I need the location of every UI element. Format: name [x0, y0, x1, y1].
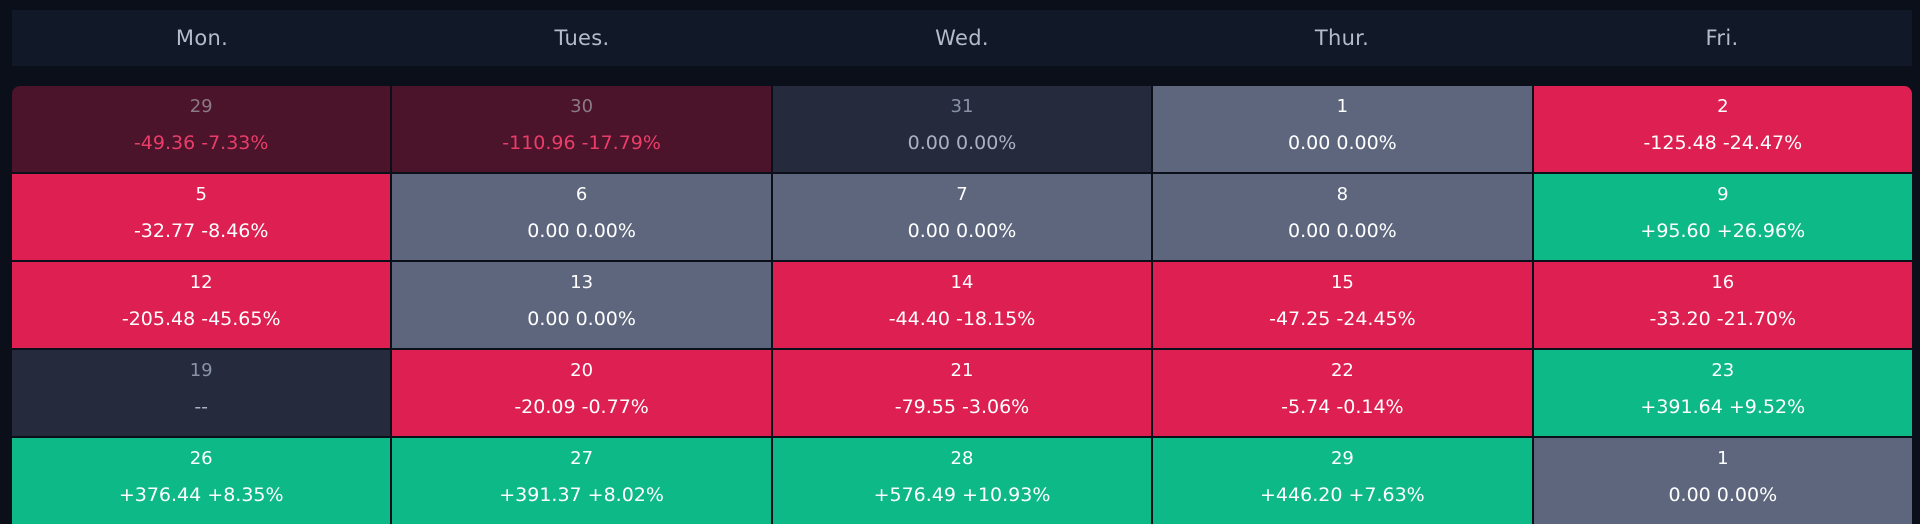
daily-pnl-value: -5.74 -0.14%: [1281, 396, 1404, 418]
daily-pnl-value: 0.00 0.00%: [527, 220, 636, 242]
day-number: 29: [1330, 448, 1354, 469]
daily-pnl-value: -79.55 -3.06%: [894, 396, 1030, 418]
daily-pnl-value: 0.00 0.00%: [907, 132, 1017, 154]
day-number: 26: [189, 448, 213, 469]
day-number: 28: [950, 448, 974, 469]
weekday-header: Mon. Tues. Wed. Thur. Fri.: [12, 10, 1912, 66]
calendar-day-cell[interactable]: 23 +391.64 +9.52%: [1533, 350, 1912, 436]
calendar-day-cell[interactable]: 6 0.00 0.00%: [392, 174, 771, 260]
daily-pnl-value: 0.00 0.00%: [1668, 484, 1778, 506]
calendar-day-cell[interactable]: 22 -5.74 -0.14%: [1153, 350, 1532, 436]
weekday-label-mon: Mon.: [175, 26, 229, 50]
calendar-day-cell[interactable]: 31 0.00 0.00%: [772, 86, 1152, 172]
daily-pnl-value: +391.37 +8.02%: [499, 484, 664, 506]
calendar-day-cell[interactable]: 7 0.00 0.00%: [772, 174, 1152, 260]
daily-pnl-value: -44.40 -18.15%: [888, 308, 1036, 330]
daily-pnl-value: -110.96 -17.79%: [502, 132, 661, 154]
calendar-day-cell[interactable]: 2 -125.48 -24.47%: [1533, 86, 1912, 172]
daily-pnl-value: +446.20 +7.63%: [1260, 484, 1425, 506]
day-number: 31: [950, 96, 974, 117]
day-number: 7: [956, 184, 968, 205]
weekday-label-thu: Thur.: [1314, 26, 1370, 50]
daily-pnl-value: 0.00 0.00%: [1288, 220, 1397, 242]
day-number: 9: [1717, 184, 1729, 205]
calendar-day-cell[interactable]: 29 -49.36 -7.33%: [12, 86, 391, 172]
calendar-grid: 29 -49.36 -7.33% 30 -110.96 -17.79% 31 0.00 0…: [12, 86, 1912, 524]
day-number: 27: [570, 448, 594, 469]
daily-pnl-value: --: [194, 396, 209, 418]
day-number: 29: [189, 96, 213, 117]
calendar-day-cell[interactable]: 20 -20.09 -0.77%: [392, 350, 771, 436]
weekday-label-fri: Fri.: [1705, 26, 1739, 50]
day-number: 30: [570, 96, 594, 117]
daily-pnl-value: -125.48 -24.47%: [1643, 132, 1803, 154]
calendar-day-cell[interactable]: 29 +446.20 +7.63%: [1153, 438, 1532, 524]
calendar-day-cell[interactable]: 8 0.00 0.00%: [1153, 174, 1532, 260]
calendar-day-cell[interactable]: 9 +95.60 +26.96%: [1533, 174, 1912, 260]
daily-pnl-value: -49.36 -7.33%: [133, 132, 269, 154]
calendar-day-cell[interactable]: 1 0.00 0.00%: [1533, 438, 1912, 524]
calendar-day-cell[interactable]: 19 --: [12, 350, 391, 436]
calendar-day-cell[interactable]: 27 +391.37 +8.02%: [392, 438, 771, 524]
daily-pnl-value: -20.09 -0.77%: [514, 396, 649, 418]
daily-pnl-value: 0.00 0.00%: [1288, 132, 1397, 154]
day-number: 20: [570, 360, 594, 381]
calendar-day-cell[interactable]: 26 +376.44 +8.35%: [12, 438, 391, 524]
day-number: 16: [1711, 272, 1735, 293]
day-number: 5: [195, 184, 207, 205]
calendar-day-cell[interactable]: 12 -205.48 -45.65%: [12, 262, 391, 348]
daily-pnl-value: 0.00 0.00%: [527, 308, 636, 330]
day-number: 12: [189, 272, 213, 293]
calendar-day-cell[interactable]: 30 -110.96 -17.79%: [392, 86, 771, 172]
daily-pnl-value: -33.20 -21.70%: [1649, 308, 1797, 330]
day-number: 13: [570, 272, 594, 293]
day-number: 22: [1330, 360, 1354, 381]
daily-pnl-value: +576.49 +10.93%: [873, 484, 1051, 506]
day-number: 21: [950, 360, 974, 381]
daily-pnl-value: -47.25 -24.45%: [1269, 308, 1416, 330]
calendar-day-cell[interactable]: 15 -47.25 -24.45%: [1153, 262, 1532, 348]
day-number: 1: [1717, 448, 1729, 469]
day-number: 6: [575, 184, 588, 205]
weekday-label-wed: Wed.: [935, 26, 989, 50]
calendar-day-cell[interactable]: 13 0.00 0.00%: [392, 262, 771, 348]
calendar-day-cell[interactable]: 28 +576.49 +10.93%: [772, 438, 1152, 524]
calendar-day-cell[interactable]: 21 -79.55 -3.06%: [772, 350, 1152, 436]
daily-pnl-value: -205.48 -45.65%: [121, 308, 281, 330]
calendar-day-cell[interactable]: 5 -32.77 -8.46%: [12, 174, 391, 260]
calendar-day-cell[interactable]: 16 -33.20 -21.70%: [1533, 262, 1912, 348]
day-number: 14: [950, 272, 974, 293]
daily-pnl-value: +391.64 +9.52%: [1640, 396, 1806, 418]
calendar-day-cell[interactable]: 14 -44.40 -18.15%: [772, 262, 1152, 348]
day-number: 23: [1711, 360, 1735, 381]
day-number: 15: [1330, 272, 1354, 293]
pnl-calendar: Mon. Tues. Wed. Thur. Fri. 29 -49.36 -7.3…: [12, 10, 1912, 524]
daily-pnl-value: -32.77 -8.46%: [133, 220, 269, 242]
day-number: 2: [1717, 96, 1729, 117]
day-number: 1: [1336, 96, 1349, 117]
day-number: 8: [1336, 184, 1349, 205]
weekday-label-tue: Tues.: [554, 26, 610, 50]
daily-pnl-value: 0.00 0.00%: [907, 220, 1017, 242]
daily-pnl-value: +95.60 +26.96%: [1640, 220, 1806, 242]
daily-pnl-value: +376.44 +8.35%: [118, 484, 284, 506]
day-number: 19: [189, 360, 213, 381]
calendar-day-cell[interactable]: 1 0.00 0.00%: [1153, 86, 1532, 172]
